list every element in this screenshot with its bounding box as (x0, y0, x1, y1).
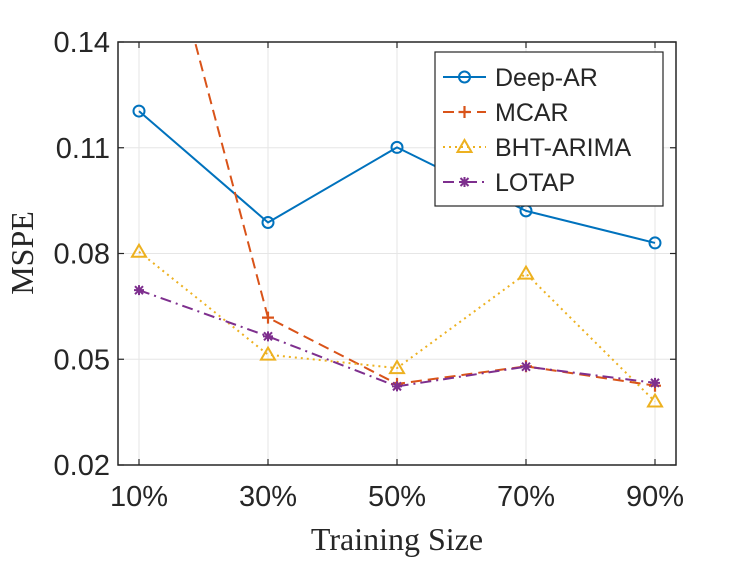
data-point-bht-arima-shape (517, 264, 535, 280)
data-point-deep-ar (390, 140, 404, 154)
data-point-deep-ar-shape (390, 140, 404, 154)
data-point-deep-ar-shape (132, 104, 146, 118)
x-tick-label: 70% (497, 481, 555, 513)
x-tick-label: 30% (239, 481, 297, 513)
legend: Deep-AR MCAR BHT-ARIMA LOTAP (434, 51, 664, 207)
data-point-lotap (650, 377, 660, 388)
data-point-deep-ar-shape (648, 236, 662, 250)
data-point-lotap (521, 361, 531, 372)
data-point-bht-arima (517, 264, 535, 280)
series-layer (130, 42, 664, 408)
legend-label-bht-arima: BHT-ARIMA (495, 134, 631, 162)
data-point-lotap (263, 331, 273, 342)
data-point-mcar-shape (262, 311, 274, 324)
data-point-bht-arima (646, 392, 664, 408)
x-tick-label: 10% (110, 481, 168, 513)
data-point-bht-arima-shape (646, 392, 664, 408)
data-point-deep-ar (648, 236, 662, 250)
data-point-deep-ar (132, 104, 146, 118)
legend-label-deep-ar: Deep-AR (495, 64, 598, 92)
legend-entry-lotap: LOTAP (443, 169, 575, 197)
legend-marker-bht-arima (455, 138, 474, 153)
legend-marker-bht-arima-shape (455, 138, 474, 153)
x-tick-label: 50% (368, 481, 426, 513)
data-point-lotap-shape (263, 331, 273, 342)
data-point-bht-arima (259, 345, 277, 361)
y-tick-label: 0.02 (54, 450, 110, 482)
data-point-lotap (392, 381, 402, 392)
series-line-deep-ar (138, 110, 656, 244)
y-tick-label: 0.11 (56, 133, 110, 165)
x-tick-label: 90% (626, 481, 684, 513)
legend-marker-deep-ar-shape (458, 70, 471, 84)
data-point-lotap-shape (392, 381, 402, 392)
y-tick-label: 0.08 (54, 239, 110, 271)
data-point-bht-arima (388, 359, 406, 375)
data-point-bht-arima-shape (259, 345, 277, 361)
legend-label-lotap: LOTAP (495, 169, 575, 197)
legend-marker-deep-ar (458, 70, 471, 84)
data-point-bht-arima-shape (388, 359, 406, 375)
data-point-bht-arima-shape (130, 242, 148, 258)
series-line-bht-arima (138, 250, 656, 403)
legend-marker-lotap-shape (459, 177, 470, 187)
data-point-deep-ar (261, 215, 275, 229)
legend-entry-deep-ar: Deep-AR (443, 64, 598, 92)
x-axis-title: Training Size (311, 521, 483, 557)
legend-marker-mcar-shape (458, 106, 471, 118)
ticks: 10% 30% 50% 70% 90% 0.02 0.05 0.08 0.11 0.14 (54, 27, 684, 513)
legend-entry-bht-arima: BHT-ARIMA (443, 134, 631, 162)
legend-label-mcar: MCAR (495, 99, 569, 127)
data-point-lotap-shape (650, 377, 660, 388)
data-point-lotap-shape (521, 361, 531, 372)
data-point-mcar (262, 311, 274, 324)
y-tick-label: 0.05 (54, 344, 110, 376)
legend-marker-lotap (459, 177, 470, 187)
data-point-lotap-shape (134, 285, 144, 296)
y-axis-title: MSPE (4, 211, 40, 295)
y-tick-label: 0.14 (54, 27, 110, 59)
data-point-deep-ar-shape (261, 215, 275, 229)
legend-marker-mcar (458, 106, 471, 118)
data-point-lotap (134, 285, 144, 296)
data-point-bht-arima (130, 242, 148, 258)
legend-entry-mcar: MCAR (443, 99, 569, 127)
